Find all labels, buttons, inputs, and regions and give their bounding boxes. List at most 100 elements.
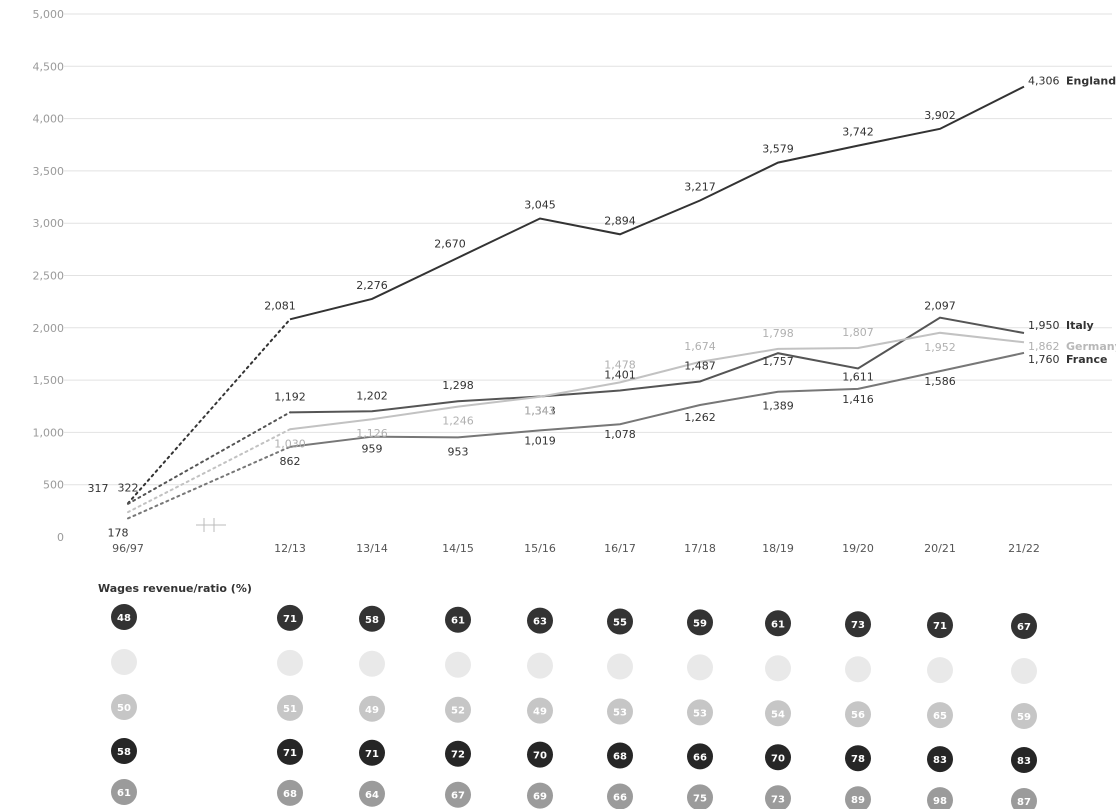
x-tick-label: 13/14 [356, 542, 388, 555]
data-label: 1,862 [1028, 340, 1060, 353]
data-label: 322 [118, 481, 139, 494]
data-label: 3,217 [684, 181, 716, 194]
series-break-italy [127, 411, 291, 505]
ratio-dot [765, 785, 791, 809]
ratio-dot [687, 743, 713, 770]
data-label: 953 [448, 445, 469, 458]
ratio-dot [765, 610, 791, 637]
x-tick-label: 12/13 [274, 542, 306, 555]
x-axis-ticks: 96/97 12/13 13/14 14/15 15/16 16/17 17/18 18/19… [112, 542, 1040, 555]
ratio-value: 58 [365, 615, 379, 626]
data-label: 2,097 [924, 300, 956, 313]
y-tick-label: 2,000 [33, 322, 65, 335]
data-label: 1,246 [442, 415, 474, 428]
series-break-england [127, 318, 291, 505]
ratio-table-title: Wages revenue/ratio (%) [98, 582, 252, 595]
ratio-dot [445, 651, 471, 678]
ratio-dot [111, 649, 137, 675]
ratio-dot [607, 608, 633, 635]
data-label: 1,416 [842, 393, 874, 406]
series-name-england: England [1066, 75, 1116, 88]
ratio-dot [687, 654, 713, 681]
series-break-germany [127, 428, 291, 514]
ratio-value: 66 [613, 793, 627, 804]
data-label: 1,487 [684, 359, 716, 372]
x-tick-label: 15/16 [524, 542, 556, 555]
y-tick-label: 4,000 [33, 113, 65, 126]
y-tick-label: 0 [57, 531, 64, 544]
ratio-dot [445, 781, 471, 808]
data-label: 1,760 [1028, 353, 1060, 366]
ratio-dot [445, 606, 471, 633]
ratio-value: 51 [283, 704, 297, 715]
ratio-dot [845, 786, 871, 809]
data-label: 1,341 [524, 405, 556, 418]
ratio-dot [359, 650, 385, 677]
ratio-dot [527, 782, 553, 809]
ratio-value: 68 [283, 789, 297, 800]
gridlines [64, 13, 1112, 486]
ratio-value: 48 [117, 613, 131, 624]
ratio-value: 59 [1017, 712, 1031, 723]
ratio-dot [359, 605, 385, 632]
x-tick-label: 96/97 [112, 542, 144, 555]
series-line-germany [289, 331, 1025, 431]
ratio-value: 73 [851, 620, 865, 631]
data-label: 1,952 [924, 341, 956, 354]
ratio-dot [927, 612, 953, 639]
ratio-dot [359, 739, 385, 766]
data-label: 2,276 [356, 279, 388, 292]
data-label: 1,019 [524, 434, 556, 447]
ratio-dot [359, 695, 385, 722]
data-label: 1,389 [762, 400, 794, 413]
ratio-dot [845, 701, 871, 728]
y-tick-label: 4,500 [33, 60, 65, 73]
ratio-dot [277, 779, 303, 806]
data-label: 1,078 [604, 428, 636, 441]
data-label: 1,674 [684, 340, 716, 353]
data-label: 2,670 [434, 238, 466, 251]
series-name-france: France [1066, 353, 1107, 366]
data-label: 1,757 [762, 355, 794, 368]
ratio-dot [607, 698, 633, 725]
ratio-value: 61 [117, 788, 131, 799]
ratio-dot [277, 604, 303, 631]
ratio-dot [765, 744, 791, 771]
ratio-value: 55 [613, 618, 627, 629]
ratio-dot [1011, 703, 1037, 729]
data-label: 3,045 [524, 198, 556, 211]
ratio-dot [111, 738, 137, 764]
ratio-value: 53 [613, 708, 627, 719]
ratio-value: 70 [771, 753, 785, 764]
ratio-value: 71 [283, 748, 297, 759]
ratio-value: 71 [283, 614, 297, 625]
data-label: 1,202 [356, 389, 388, 402]
ratio-value: 49 [365, 705, 379, 716]
ratio-value: 59 [693, 618, 707, 629]
ratio-dot [527, 697, 553, 724]
x-tick-label: 17/18 [684, 542, 716, 555]
ratio-dot [1011, 788, 1037, 809]
ratio-value: 70 [533, 751, 547, 762]
ratio-dot [607, 783, 633, 809]
y-axis-ticks: 0 500 1,000 1,500 2,000 2,500 3,000 3,500 4,000 4… [33, 8, 65, 544]
ratio-dot [527, 741, 553, 768]
series-line-england [289, 85, 1025, 321]
ratio-value: 71 [933, 621, 947, 632]
ratio-value: 61 [771, 619, 785, 630]
y-tick-label: 1,500 [33, 374, 65, 387]
data-label: 1,611 [842, 370, 874, 383]
data-label: 1,262 [684, 411, 716, 424]
ratio-value: 98 [933, 796, 947, 807]
data-labels: 322 2,081 2,276 2,670 3,045 2,894 3,217 3,579 3,… [88, 75, 1116, 540]
data-label: 3,579 [762, 143, 794, 156]
series-line-italy [289, 316, 1025, 414]
ratio-value: 65 [933, 711, 947, 722]
ratio-value: 87 [1017, 797, 1031, 808]
data-label: 178 [108, 526, 129, 539]
data-label: 317 [88, 482, 109, 495]
ratio-dot [1011, 658, 1037, 684]
y-tick-label: 3,000 [33, 217, 65, 230]
